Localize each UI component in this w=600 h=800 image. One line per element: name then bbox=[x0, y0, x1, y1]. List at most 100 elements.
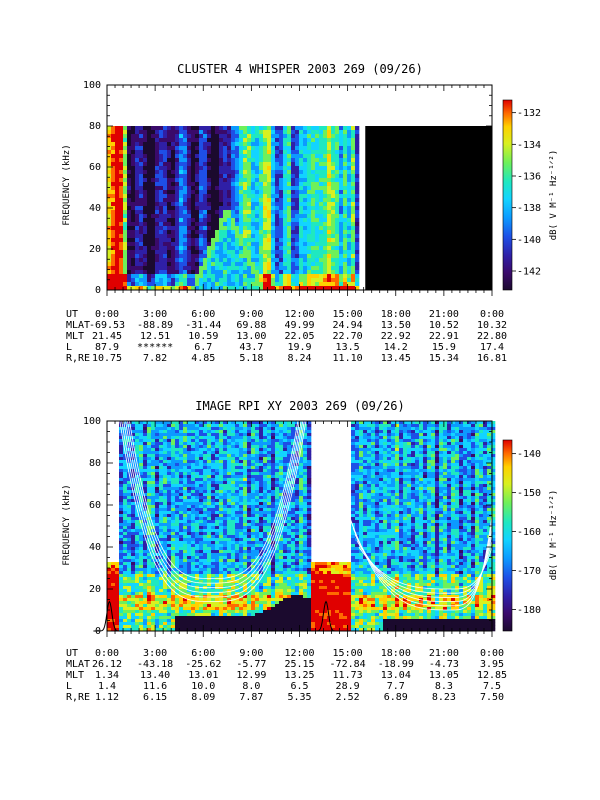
ephemeris-cell: 43.7 bbox=[239, 342, 263, 353]
spectrogram-cell bbox=[235, 532, 240, 536]
spectrogram-cell bbox=[143, 250, 148, 255]
spectrogram-cell bbox=[347, 170, 352, 175]
spectrogram-cell bbox=[207, 496, 212, 500]
spectrogram-cell bbox=[279, 142, 284, 147]
spectrogram-cell bbox=[207, 138, 212, 143]
spectrogram-cell bbox=[307, 274, 312, 279]
spectrogram-cell bbox=[251, 258, 256, 263]
spectrogram-cell bbox=[335, 258, 340, 263]
spectrogram-cell bbox=[339, 222, 344, 227]
spectrogram-cell bbox=[163, 286, 168, 291]
spectrogram-cell bbox=[219, 202, 224, 207]
spectrogram-cell bbox=[131, 475, 136, 479]
spectrogram-cell bbox=[155, 454, 160, 458]
spectrogram-cell bbox=[139, 529, 144, 533]
spectrogram-cell bbox=[215, 424, 220, 428]
spectrogram-cell bbox=[211, 186, 216, 191]
spectrogram-cell bbox=[195, 158, 200, 163]
spectrogram-cell bbox=[335, 182, 340, 187]
spectrogram-cell bbox=[199, 270, 204, 275]
spectrogram-cell bbox=[199, 574, 204, 578]
spectrogram-cell bbox=[187, 206, 192, 211]
spectrogram-cell bbox=[175, 607, 180, 611]
spectrogram-cell bbox=[231, 202, 236, 207]
spectrogram-cell bbox=[211, 589, 216, 593]
spectrogram-cell bbox=[155, 460, 160, 464]
spectrogram-cell bbox=[195, 550, 200, 554]
spectrogram-cell bbox=[119, 226, 124, 231]
spectrogram-cell bbox=[215, 146, 220, 151]
spectrogram-cell bbox=[179, 472, 184, 476]
spectrogram-cell bbox=[159, 439, 164, 443]
spectrogram-cell bbox=[135, 178, 140, 183]
spectrogram-cell bbox=[159, 286, 164, 291]
spectrogram-cell bbox=[219, 493, 224, 497]
spectrogram-cell bbox=[207, 592, 212, 596]
spectrogram-cell bbox=[183, 130, 188, 135]
spectrogram-cell bbox=[155, 511, 160, 515]
spectrogram-cell bbox=[195, 202, 200, 207]
spectrogram-cell bbox=[143, 487, 148, 491]
spectrogram-cell bbox=[135, 222, 140, 227]
spectrogram-cell bbox=[279, 138, 284, 143]
spectrogram-cell bbox=[131, 559, 136, 563]
spectrogram-cell bbox=[179, 517, 184, 521]
spectrogram-cell bbox=[231, 274, 236, 279]
spectrogram-cell bbox=[231, 568, 236, 572]
spectrogram-cell bbox=[119, 568, 124, 572]
spectrogram-cell bbox=[195, 613, 200, 617]
spectrogram-cell bbox=[183, 170, 188, 175]
spectrogram-cell bbox=[295, 278, 300, 283]
spectrogram-cell bbox=[119, 565, 124, 569]
spectrogram-cell bbox=[123, 568, 128, 572]
spectrogram-cell bbox=[231, 565, 236, 569]
ephemeris-cell: 7.82 bbox=[143, 353, 167, 364]
spectrogram-cell bbox=[231, 487, 236, 491]
spectrogram-cell bbox=[183, 421, 188, 425]
spectrogram-cell bbox=[143, 610, 148, 614]
spectrogram-cell bbox=[143, 262, 148, 267]
spectrogram-cell bbox=[195, 565, 200, 569]
spectrogram-cell bbox=[123, 502, 128, 506]
spectrogram-cell bbox=[191, 210, 196, 215]
spectrogram-cell bbox=[183, 238, 188, 243]
spectrogram-cell bbox=[187, 571, 192, 575]
spectrogram-cell bbox=[351, 238, 356, 243]
spectrogram-cell bbox=[295, 274, 300, 279]
spectrogram-cell bbox=[203, 274, 208, 279]
spectrogram-cell bbox=[195, 526, 200, 530]
spectrogram-cell bbox=[199, 472, 204, 476]
spectrogram-cell bbox=[171, 553, 176, 557]
spectrogram-cell bbox=[231, 457, 236, 461]
spectrogram-cell bbox=[111, 210, 116, 215]
spectrogram-cell bbox=[127, 586, 132, 590]
spectrogram-cell bbox=[139, 242, 144, 247]
spectrogram-cell bbox=[303, 218, 308, 223]
spectrogram-cell bbox=[263, 222, 268, 227]
spectrogram-cell bbox=[295, 182, 300, 187]
spectrogram-cell bbox=[207, 270, 212, 275]
spectrogram-cell bbox=[187, 544, 192, 548]
spectrogram-cell bbox=[143, 433, 148, 437]
spectrogram-cell bbox=[267, 142, 272, 147]
ephemeris-cell: 22.05 bbox=[284, 331, 314, 342]
spectrogram-cell bbox=[135, 607, 140, 611]
spectrogram-cell bbox=[347, 230, 352, 235]
spectrogram-cell bbox=[151, 424, 156, 428]
spectrogram-cell bbox=[131, 520, 136, 524]
spectrogram-cell bbox=[187, 286, 192, 291]
spectrogram-cell bbox=[211, 170, 216, 175]
spectrogram-cell bbox=[347, 206, 352, 211]
spectrogram-cell bbox=[111, 182, 116, 187]
spectrogram-cell bbox=[175, 250, 180, 255]
spectrogram-cell bbox=[155, 616, 160, 620]
spectrogram-cell bbox=[343, 246, 348, 251]
spectrogram-cell bbox=[199, 445, 204, 449]
spectrogram-cell bbox=[191, 589, 196, 593]
spectrogram-cell bbox=[203, 246, 208, 251]
spectrogram-cell bbox=[111, 625, 116, 629]
spectrogram-cell bbox=[123, 607, 128, 611]
spectrogram-cell bbox=[215, 556, 220, 560]
spectrogram-cell bbox=[171, 565, 176, 569]
spectrogram-cell bbox=[271, 206, 276, 211]
